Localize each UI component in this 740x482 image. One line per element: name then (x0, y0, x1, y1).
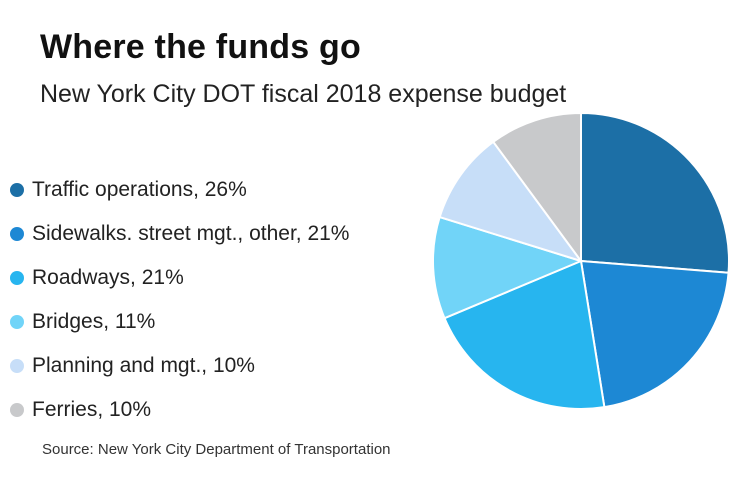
pie-slice-ferries (492, 112, 582, 262)
legend-item-bridges: Bridges, 11% (10, 300, 349, 344)
chart-source: Source: New York City Department of Tran… (42, 441, 391, 458)
pie-slice-roadways (443, 260, 606, 410)
legend-label: Bridges, 11% (32, 310, 156, 333)
legend-swatch (10, 271, 24, 285)
pie-slice-planning-and-mgt (438, 140, 582, 262)
pie-slice-bridges (432, 216, 582, 320)
chart-title: Where the funds go (40, 28, 361, 66)
legend-label: Ferries, 10% (32, 398, 152, 421)
pie-slice-sidewalks-street-mgt-other (580, 260, 730, 409)
chart-subtitle: New York City DOT fiscal 2018 expense bu… (40, 80, 567, 108)
legend: Traffic operations, 26% Sidewalks. stree… (10, 168, 349, 432)
legend-swatch (10, 359, 24, 373)
legend-item-planning: Planning and mgt., 10% (10, 344, 349, 388)
legend-swatch (10, 403, 24, 417)
legend-swatch (10, 227, 24, 241)
pie-chart (432, 112, 730, 410)
legend-label: Planning and mgt., 10% (32, 354, 255, 377)
legend-label: Sidewalks. street mgt., other, 21% (32, 222, 350, 245)
legend-item-sidewalks: Sidewalks. street mgt., other, 21% (10, 212, 349, 256)
legend-swatch (10, 315, 24, 329)
legend-swatch (10, 183, 24, 197)
legend-label: Traffic operations, 26% (32, 178, 247, 201)
legend-item-traffic-operations: Traffic operations, 26% (10, 168, 349, 212)
legend-label: Roadways, 21% (32, 266, 184, 289)
legend-item-ferries: Ferries, 10% (10, 388, 349, 432)
pie-slice-traffic-operations (580, 112, 730, 274)
legend-item-roadways: Roadways, 21% (10, 256, 349, 300)
